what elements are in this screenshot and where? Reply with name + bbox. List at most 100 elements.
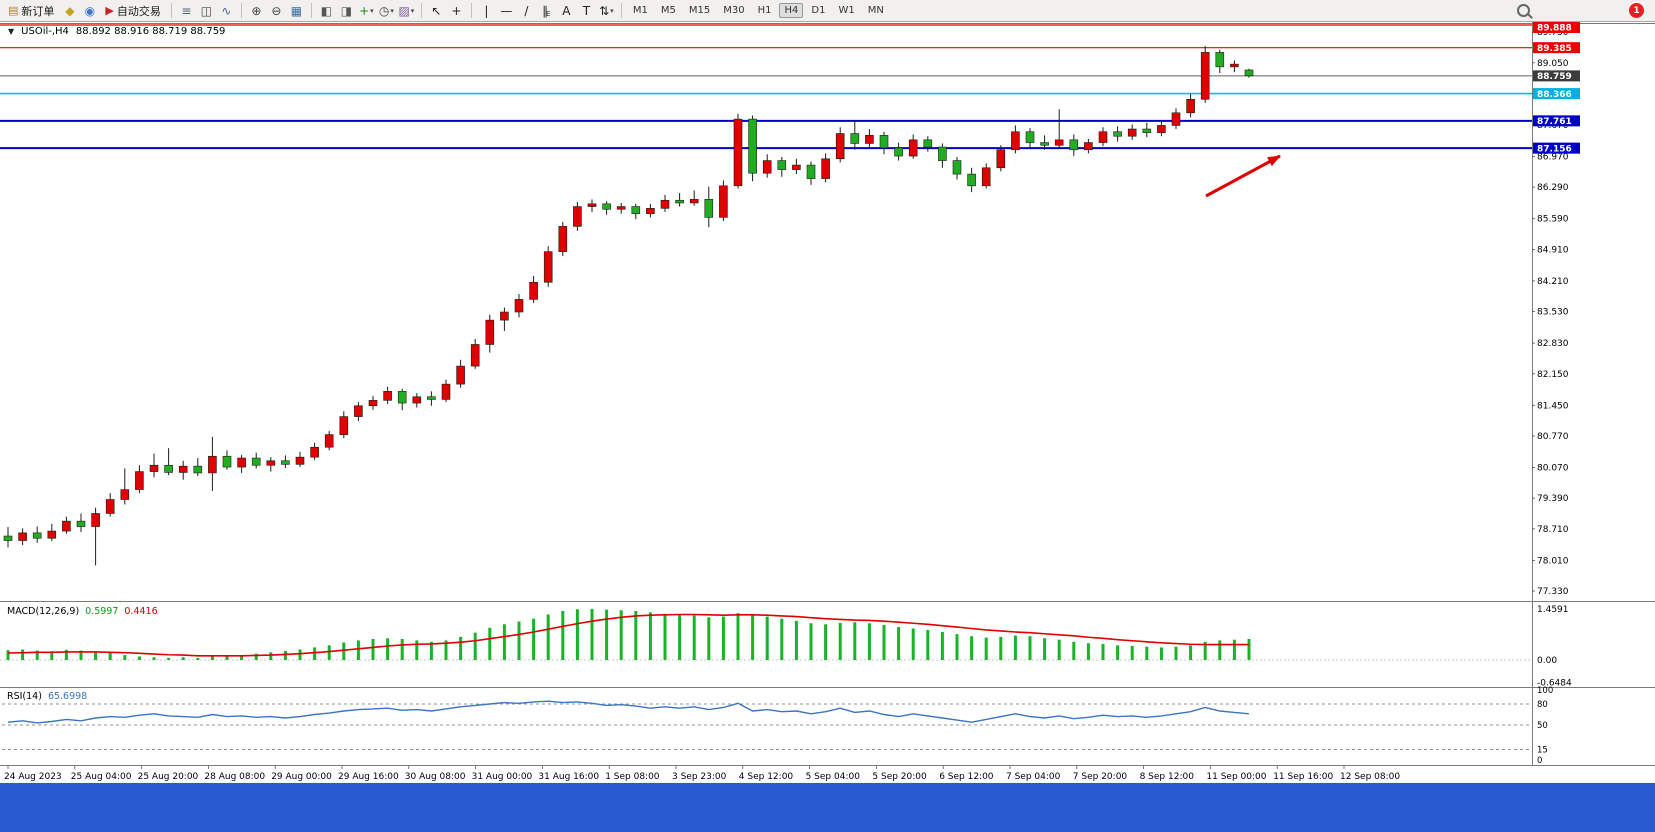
templates-icon[interactable]: ▨ ▾ — [397, 2, 416, 20]
candle-body — [719, 185, 728, 218]
candle-body — [646, 208, 655, 215]
time-tick-label: 5 Sep 20:00 — [872, 772, 927, 782]
macd-name: MACD(12,26,9) — [7, 606, 80, 617]
candle-body — [762, 160, 772, 174]
candle-body — [543, 251, 553, 283]
toolbar-separator — [240, 3, 242, 18]
candle-body — [660, 199, 670, 209]
notification-badge[interactable]: 1 — [1629, 3, 1644, 18]
candle-body — [295, 456, 305, 465]
templates-icon-glyph: ▨ — [398, 3, 410, 18]
crosshair-icon[interactable]: + — [447, 2, 466, 20]
candlestick-chart-icon[interactable]: ◫ — [197, 2, 216, 20]
time-tick-label: 7 Sep 20:00 — [1073, 772, 1128, 782]
price-axis[interactable]: 89.73089.05088.37087.67086.97086.29085.5… — [1532, 22, 1580, 597]
bar-chart-icon-glyph: ≡ — [181, 3, 192, 18]
price-badge — [1533, 42, 1580, 54]
zoom-in-icon-glyph: ⊕ — [251, 3, 262, 18]
candle-body — [806, 164, 816, 179]
rsi-axis-label: 15 — [1537, 746, 1548, 756]
chart-window[interactable]: 89.73089.05088.37087.67086.97086.29085.5… — [0, 22, 1655, 783]
candle-body — [1011, 131, 1020, 151]
search-icon[interactable] — [1514, 2, 1533, 20]
collapse-triangle-icon[interactable]: ▼ — [8, 27, 15, 36]
macd-axis-label: 1.4591 — [1537, 605, 1569, 615]
price-badge-label: 87.156 — [1537, 144, 1572, 154]
cascade-windows-icon-glyph: ◧ — [320, 3, 333, 18]
timeframe-mn-button[interactable]: MN — [867, 5, 884, 16]
cascade-windows-icon[interactable]: ◧ — [317, 2, 336, 20]
time-axis[interactable]: 24 Aug 2023 25 Aug 04:00 25 Aug 20:00 28 Au… — [4, 766, 1400, 782]
trend-arrow-annotation[interactable] — [1205, 154, 1281, 198]
candle-body — [193, 465, 203, 474]
macd-axis-label: -0.6484 — [1537, 679, 1572, 689]
community-icon[interactable]: ◉ — [80, 2, 99, 20]
timeframe-m30-button[interactable]: M30 — [723, 5, 745, 16]
arrange-windows-icon[interactable]: ◨ — [337, 2, 356, 20]
candle-body — [47, 530, 57, 539]
candle-body — [602, 203, 611, 210]
chart-symbol-info: ▼ USOil-,H4 88.892 88.916 88.719 88.759 — [8, 26, 225, 37]
time-tick-label: 8 Sep 12:00 — [1140, 772, 1195, 782]
candle-body — [120, 489, 130, 500]
horizontal-line-icon[interactable]: — — [497, 2, 516, 20]
candlestick-series — [3, 46, 1254, 566]
time-tick-label: 12 Sep 08:00 — [1340, 772, 1400, 782]
timeframe-w1-button[interactable]: W1 — [838, 5, 855, 16]
price-tick-label: 89.730 — [1537, 28, 1569, 38]
new-order-button[interactable]: ▤ 新订单 — [3, 2, 59, 20]
candle-body — [397, 391, 407, 404]
equidistant-channel-icon[interactable]: ∥ E — [537, 2, 556, 20]
horizontal-levels[interactable] — [0, 24, 1532, 150]
candle-body — [835, 133, 845, 160]
rsi-value: 65.6998 — [47, 691, 88, 702]
candle-body — [485, 319, 495, 345]
candle-body — [456, 365, 465, 385]
text-icon[interactable]: A — [557, 2, 576, 20]
timeframe-d1-button[interactable]: D1 — [811, 5, 826, 16]
candlestick-chart-icon-glyph: ◫ — [200, 3, 213, 18]
arrows-icon[interactable]: ⇅ ▾ — [597, 2, 616, 20]
add-indicator-icon-glyph: + — [359, 3, 370, 18]
timeframe-m1-button[interactable]: M1 — [632, 5, 648, 16]
price-badge — [1533, 115, 1580, 127]
cursor-icon[interactable]: ↖ — [427, 2, 446, 20]
candle-body — [1200, 52, 1210, 100]
vertical-line-icon[interactable]: | — [477, 2, 496, 20]
price-badge — [1533, 70, 1580, 82]
auto-trading-button[interactable]: ▶ 自动交易 — [100, 2, 165, 20]
chart-canvas[interactable]: 89.73089.05088.37087.67086.97086.29085.5… — [0, 22, 1655, 783]
zoom-in-icon[interactable]: ⊕ — [247, 2, 266, 20]
timeframe-h1-button[interactable]: H1 — [757, 5, 772, 16]
tile-windows-icon[interactable]: ▦ — [287, 2, 306, 20]
candle-body — [62, 520, 71, 532]
candle-body — [500, 311, 509, 321]
rsi-axis-label: 80 — [1537, 700, 1548, 710]
history-center-icon[interactable]: ◆ — [60, 2, 79, 20]
bar-chart-icon[interactable]: ≡ — [177, 2, 196, 20]
line-chart-icon[interactable]: ∿ — [217, 2, 236, 20]
zoom-out-icon[interactable]: ⊖ — [267, 2, 286, 20]
chevron-down-icon: ▾ — [370, 6, 374, 15]
candle-body — [1113, 131, 1122, 137]
timeframe-m15-button[interactable]: M15 — [688, 5, 711, 16]
time-tick-label: 3 Sep 23:00 — [672, 772, 727, 782]
timeframe-h4-button[interactable]: H4 — [779, 3, 804, 18]
taskbar[interactable] — [0, 783, 1655, 832]
ohlc-values: 88.892 88.916 88.719 88.759 — [75, 26, 226, 37]
rsi-indicator-label: RSI(14) 65.6998 — [7, 691, 87, 702]
candle-body — [1084, 142, 1093, 151]
timeframe-m5-button[interactable]: M5 — [660, 5, 676, 16]
rsi-pane: 100 80 50 150 — [2, 686, 1553, 766]
text-label-icon[interactable]: T — [577, 2, 596, 20]
periods-icon-glyph: ◷ — [378, 3, 390, 18]
trendline-icon[interactable]: / — [517, 2, 536, 20]
periods-icon[interactable]: ◷ ▾ — [377, 2, 396, 20]
new-order-glyph: ▤ — [8, 4, 19, 17]
vertical-line-icon-glyph: | — [484, 3, 489, 18]
add-indicator-icon[interactable]: + ▾ — [357, 2, 376, 20]
candle-body — [938, 146, 947, 161]
candle-body — [18, 532, 27, 541]
candle-body — [1025, 131, 1035, 143]
